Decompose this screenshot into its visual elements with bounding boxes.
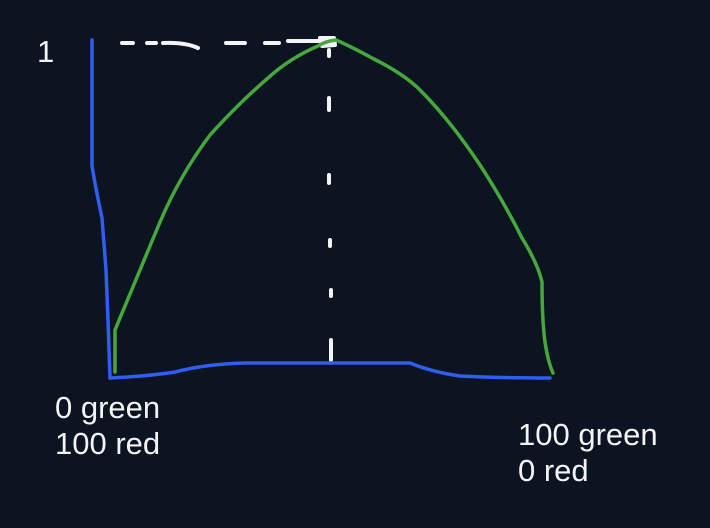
right-end-label-red: 0 red <box>518 453 589 488</box>
left-end-label-green: 0 green <box>55 390 161 425</box>
x-axis-line <box>108 361 552 380</box>
right-end-label: 100 green 0 red <box>518 417 658 489</box>
y-max-label: 1 <box>37 34 55 69</box>
y-axis-line <box>90 38 112 380</box>
left-end-label-red: 100 red <box>55 426 161 461</box>
green-curve <box>113 38 555 375</box>
left-end-label: 0 green 100 red <box>55 390 160 462</box>
peak-vertical-guide <box>327 48 333 362</box>
right-end-label-green: 100 green <box>518 417 658 452</box>
peak-horizontal-guide <box>120 39 320 50</box>
